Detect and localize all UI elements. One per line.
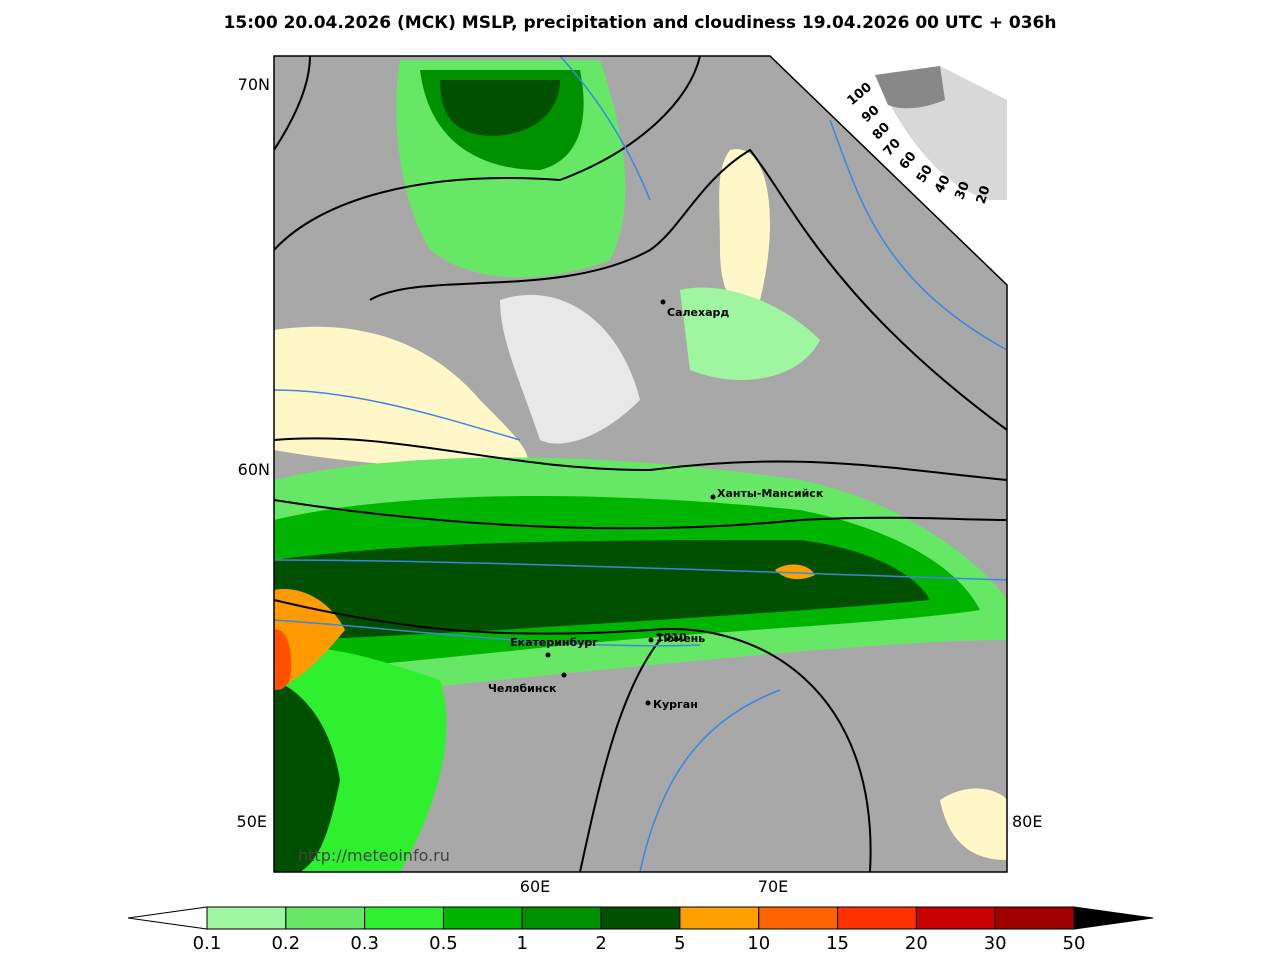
colorbar-label: 0.1: [193, 933, 222, 954]
city-dot: [648, 637, 654, 643]
colorbar-label: 1: [517, 933, 528, 954]
title: 15:00 20.04.2026 (МСК) MSLP, precipitati…: [224, 13, 1057, 33]
lat-label: 70N: [238, 75, 270, 94]
cloud-scale-label: 60: [897, 149, 920, 172]
colorbar-label: 5: [674, 933, 685, 954]
city-label: Ханты-Мансийск: [717, 487, 824, 500]
colorbar-label: 0.5: [429, 933, 458, 954]
city-dot: [660, 299, 666, 305]
colorbar-label: 2: [595, 933, 606, 954]
colorbar-box: [206, 906, 287, 930]
colorbar-box: [364, 906, 444, 930]
colorbar-box: [758, 906, 839, 930]
isobar-label: 1010: [656, 631, 687, 644]
colorbar-box: [994, 906, 1075, 930]
colorbar-label: 30: [984, 933, 1007, 954]
cloud-scale-label: 20: [974, 184, 994, 206]
city-dot: [710, 494, 716, 500]
lon-label: 60E: [520, 877, 550, 896]
colorbar-label: 15: [826, 933, 849, 954]
colorbar-under: [127, 906, 208, 930]
cloud-scale-label: 50: [914, 162, 936, 185]
colorbar-label: 0.3: [350, 933, 379, 954]
city-dot: [561, 672, 567, 678]
city-label: Екатеринбург: [510, 636, 598, 649]
cloud-scale-label: 70: [881, 136, 904, 159]
cloud-scale-label: 30: [952, 179, 973, 201]
lon-label: 80E: [1012, 812, 1042, 831]
city-label: Челябинск: [488, 682, 557, 695]
colorbar-label: 20: [905, 933, 928, 954]
colorbar-box: [679, 906, 760, 930]
colorbar-label: 0.2: [271, 933, 300, 954]
colorbar-box: [837, 906, 917, 930]
colorbar-label: 10: [747, 933, 770, 954]
colorbar-box: [442, 906, 523, 930]
city-dot: [645, 700, 651, 706]
map-field: [274, 56, 1007, 872]
lon-label: 50E: [237, 812, 267, 831]
colorbar-box: [521, 906, 602, 930]
city-label: Курган: [653, 698, 698, 711]
city-label: Салехард: [667, 306, 729, 319]
colorbar-box: [600, 906, 681, 930]
colorbar-over: [1073, 906, 1154, 930]
city-label: Тюмень: [656, 632, 705, 645]
colorbar-box: [285, 906, 366, 930]
lat-label: 60N: [238, 460, 270, 479]
cloud-scale: [875, 66, 1007, 200]
city-dot: [545, 652, 551, 658]
colorbar-label: 50: [1063, 933, 1086, 954]
watermark: http://meteoinfo.ru: [298, 846, 450, 865]
lon-label: 70E: [758, 877, 788, 896]
colorbar-box: [915, 906, 996, 930]
